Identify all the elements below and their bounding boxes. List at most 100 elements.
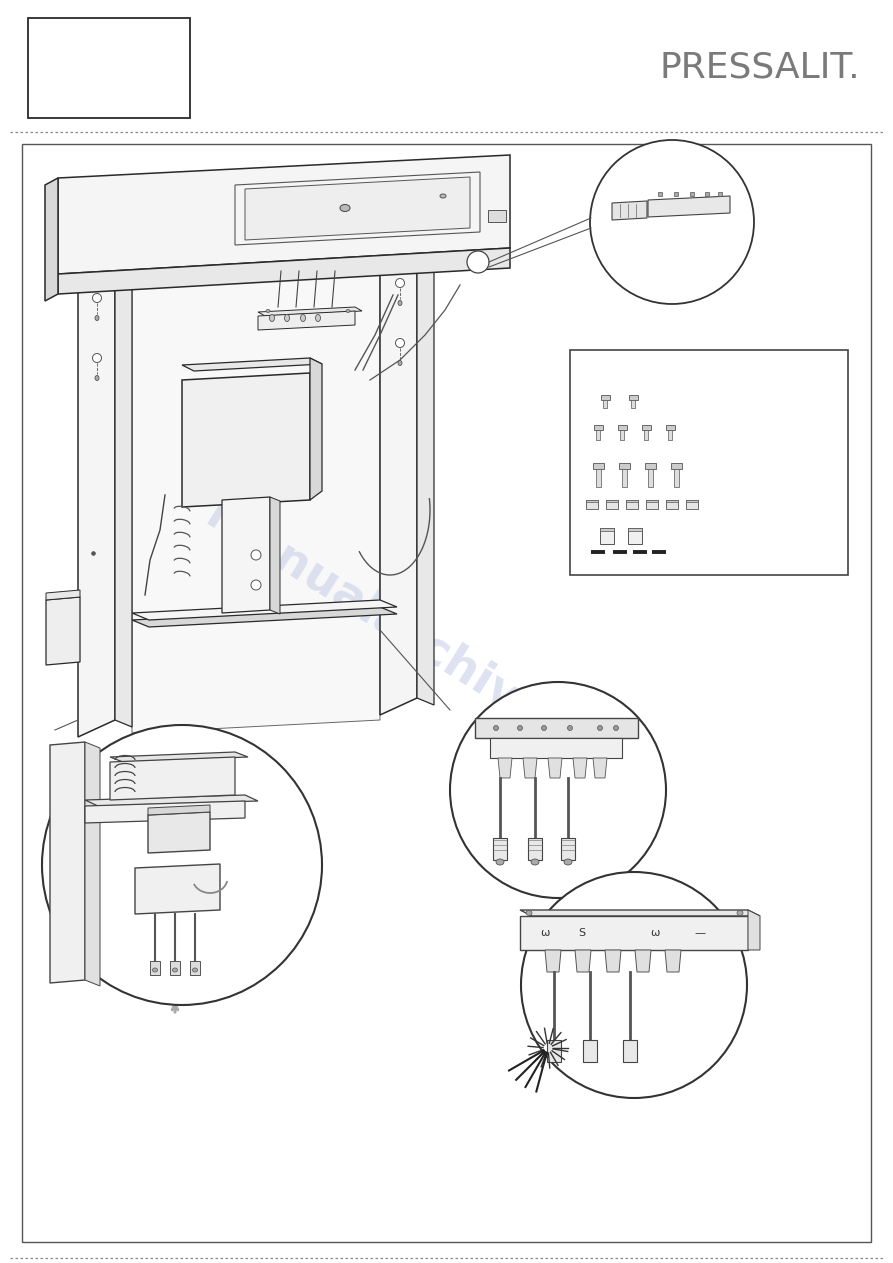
Polygon shape [573,758,587,778]
Bar [671,464,681,469]
Bar [686,500,698,501]
Ellipse shape [531,859,539,865]
Bar [626,500,638,501]
Polygon shape [490,738,622,758]
Polygon shape [46,597,80,666]
Polygon shape [245,177,470,240]
Polygon shape [475,717,638,738]
Polygon shape [635,950,651,973]
Circle shape [467,251,489,273]
Polygon shape [45,178,58,301]
Polygon shape [605,950,621,973]
Ellipse shape [93,354,102,362]
Bar [641,426,650,429]
Bar [22,144,871,1242]
Ellipse shape [541,725,547,730]
Polygon shape [132,608,397,626]
Polygon shape [648,196,730,217]
Bar [586,500,598,501]
Polygon shape [148,812,210,853]
Text: ω: ω [650,928,660,938]
Polygon shape [498,758,512,778]
Bar [190,961,200,975]
Ellipse shape [301,314,305,322]
Bar [646,500,658,501]
Bar [645,464,655,469]
Polygon shape [58,248,510,294]
Ellipse shape [266,309,270,312]
Polygon shape [583,1039,597,1062]
Ellipse shape [153,967,157,973]
Polygon shape [258,307,362,316]
Bar [619,464,630,469]
Polygon shape [380,235,417,715]
Bar [606,500,618,501]
Bar [592,464,604,469]
Bar [705,192,709,196]
Polygon shape [545,950,561,973]
Ellipse shape [396,338,405,347]
Ellipse shape [172,967,178,973]
Circle shape [42,725,322,1005]
Bar [629,395,638,400]
Polygon shape [148,805,210,815]
Text: ω: ω [540,928,550,938]
Bar [658,192,662,196]
Polygon shape [115,258,132,727]
Ellipse shape [496,859,504,865]
Polygon shape [528,837,542,860]
Polygon shape [548,758,562,778]
Ellipse shape [270,314,274,322]
Ellipse shape [518,725,522,730]
Ellipse shape [95,375,99,380]
Ellipse shape [340,205,350,211]
Bar [600,528,614,544]
Polygon shape [58,155,510,274]
Bar [488,210,506,222]
Polygon shape [182,357,322,371]
Bar [647,469,653,488]
Bar [674,192,678,196]
Polygon shape [523,758,537,778]
Polygon shape [380,242,434,255]
Polygon shape [110,757,235,799]
Bar [617,426,627,429]
Bar [666,500,678,509]
Ellipse shape [494,725,498,730]
Ellipse shape [613,725,619,730]
Bar [596,469,600,488]
Circle shape [521,871,747,1098]
Polygon shape [132,242,397,261]
Polygon shape [310,357,322,500]
Polygon shape [182,373,310,506]
Bar [600,528,614,530]
Ellipse shape [564,859,572,865]
Text: —: — [695,928,705,938]
Polygon shape [85,801,245,823]
Text: S: S [579,928,586,938]
Bar [718,192,722,196]
Polygon shape [78,258,132,282]
Polygon shape [561,837,575,860]
Bar [665,426,674,429]
Bar [628,528,642,544]
Ellipse shape [93,293,102,303]
Ellipse shape [597,725,603,730]
Bar [28,18,190,117]
Bar [644,429,648,440]
Ellipse shape [737,911,743,916]
Ellipse shape [285,314,289,322]
Polygon shape [417,235,434,705]
Bar [646,500,658,509]
Bar [606,500,618,509]
Bar [620,429,624,440]
Ellipse shape [440,195,446,198]
Polygon shape [78,258,115,738]
Bar [673,469,679,488]
Polygon shape [85,741,100,986]
Bar [570,350,848,575]
Bar [150,961,160,975]
Bar [622,469,627,488]
Bar [666,500,678,501]
Polygon shape [110,751,248,762]
